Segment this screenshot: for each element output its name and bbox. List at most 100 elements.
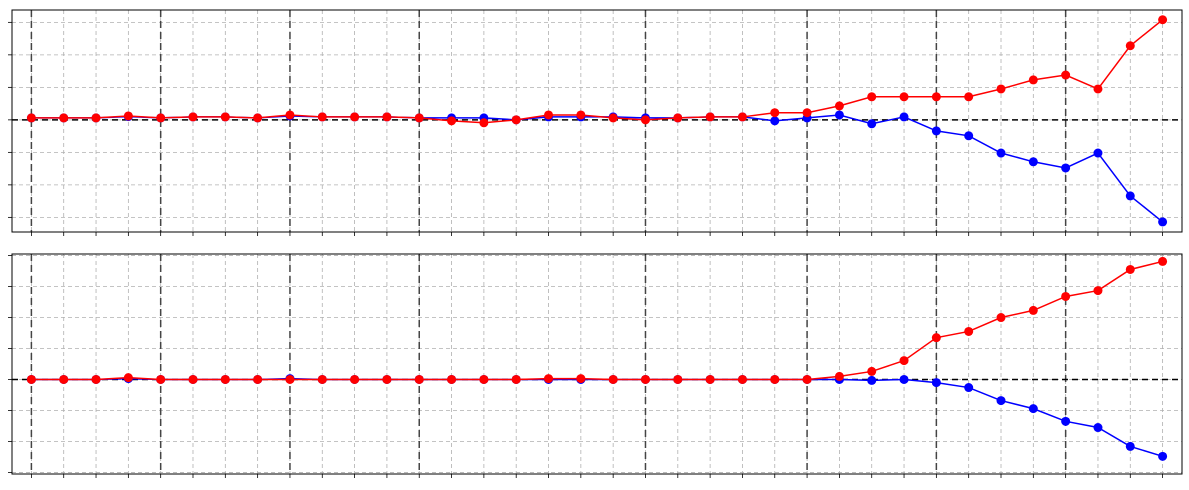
point — [770, 108, 780, 118]
point — [188, 112, 198, 122]
point — [737, 374, 747, 384]
point — [1061, 70, 1071, 80]
point — [834, 110, 844, 120]
point — [867, 119, 877, 129]
point — [867, 366, 877, 376]
point — [414, 113, 424, 123]
point — [447, 116, 457, 126]
point — [1028, 157, 1038, 167]
point — [964, 131, 974, 141]
point — [802, 108, 812, 118]
point — [1158, 15, 1168, 25]
point — [544, 110, 554, 120]
point — [640, 374, 650, 384]
point — [1093, 84, 1103, 94]
point — [544, 374, 554, 384]
point — [1028, 75, 1038, 85]
point — [834, 371, 844, 381]
point — [964, 326, 974, 336]
point — [26, 113, 36, 123]
point — [899, 356, 909, 366]
point — [350, 112, 360, 122]
axes-frame — [11, 253, 1183, 475]
point — [867, 92, 877, 102]
point — [1158, 256, 1168, 266]
point — [1028, 404, 1038, 414]
point — [931, 92, 941, 102]
point — [414, 374, 424, 384]
point — [931, 378, 941, 388]
point — [996, 313, 1006, 323]
point — [123, 373, 133, 383]
series-line — [31, 260, 1163, 381]
point — [156, 374, 166, 384]
point — [1028, 305, 1038, 315]
point — [673, 374, 683, 384]
point — [802, 374, 812, 384]
point — [220, 112, 230, 122]
point — [91, 374, 101, 384]
point — [91, 113, 101, 123]
point — [964, 92, 974, 102]
point — [576, 110, 586, 120]
point — [447, 374, 457, 384]
point — [964, 383, 974, 393]
point — [931, 333, 941, 343]
point — [1125, 441, 1135, 451]
point — [1158, 217, 1168, 227]
point — [1158, 451, 1168, 461]
point — [996, 148, 1006, 158]
point — [350, 374, 360, 384]
point — [123, 111, 133, 121]
point — [996, 84, 1006, 94]
plot-area — [12, 10, 1182, 232]
point — [285, 374, 295, 384]
point — [317, 374, 327, 384]
point — [1093, 286, 1103, 296]
plot-area — [12, 254, 1182, 474]
point — [899, 112, 909, 122]
point — [511, 374, 521, 384]
point — [770, 116, 780, 126]
point — [1061, 163, 1071, 173]
point — [1125, 191, 1135, 201]
point — [317, 112, 327, 122]
point — [737, 112, 747, 122]
point — [834, 101, 844, 111]
point — [1093, 423, 1103, 433]
point — [59, 113, 69, 123]
point — [479, 374, 489, 384]
point — [1093, 148, 1103, 158]
point — [770, 374, 780, 384]
point — [285, 110, 295, 120]
axes-frame — [11, 9, 1183, 233]
point — [899, 92, 909, 102]
point — [511, 115, 521, 125]
point — [1061, 291, 1071, 301]
point — [253, 374, 263, 384]
point — [1125, 264, 1135, 274]
point — [867, 375, 877, 385]
point — [608, 113, 618, 123]
point — [188, 374, 198, 384]
point — [576, 374, 586, 384]
point — [382, 374, 392, 384]
point — [479, 118, 489, 128]
point — [253, 113, 263, 123]
point — [1061, 416, 1071, 426]
point — [705, 112, 715, 122]
point — [220, 374, 230, 384]
point — [640, 115, 650, 125]
point — [156, 113, 166, 123]
point — [899, 374, 909, 384]
point — [931, 126, 941, 136]
point — [996, 396, 1006, 406]
point — [1125, 41, 1135, 51]
point — [705, 374, 715, 384]
point — [382, 112, 392, 122]
point — [673, 113, 683, 123]
point — [26, 374, 36, 384]
point — [608, 374, 618, 384]
series-line — [31, 19, 1164, 124]
